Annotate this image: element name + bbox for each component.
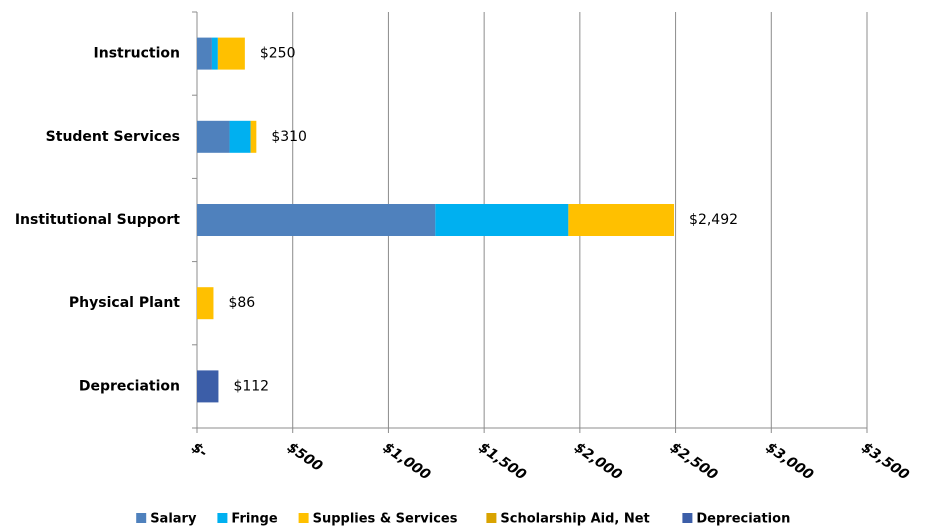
- x-tick-label: $1,000: [380, 439, 434, 483]
- legend-label: Supplies & Services: [313, 512, 458, 527]
- x-tick-label: $3,500: [858, 439, 912, 483]
- bar-segment: [435, 204, 569, 236]
- bar-segment: [197, 370, 219, 403]
- total-label: $250: [260, 46, 296, 62]
- legend-label: Fringe: [231, 512, 277, 527]
- legend-label: Salary: [150, 512, 197, 527]
- bar-segment: [211, 37, 218, 70]
- legend-swatch: [298, 513, 309, 523]
- legend-label: Depreciation: [696, 512, 790, 527]
- legend-swatch: [682, 513, 693, 523]
- x-tick-label: $500: [284, 439, 325, 475]
- y-tick-label: Physical Plant: [69, 295, 180, 311]
- bar-segment: [568, 204, 675, 236]
- y-tick-label: Student Services: [46, 129, 180, 145]
- bar-segment: [229, 120, 251, 153]
- legend-swatch: [217, 513, 228, 523]
- y-tick-label: Institutional Support: [15, 212, 180, 228]
- y-tick-label: Depreciation: [79, 378, 180, 394]
- bar-segment: [197, 37, 212, 70]
- total-label: $2,492: [689, 212, 738, 228]
- legend-swatch: [136, 513, 147, 523]
- x-tick-label: $2,000: [571, 439, 625, 483]
- legend-label: Scholarship Aid, Net: [500, 512, 649, 527]
- total-label: $112: [233, 378, 269, 394]
- total-label: $310: [271, 129, 307, 145]
- bar-segment: [197, 120, 230, 153]
- bar-segment: [250, 120, 257, 153]
- bar-segment: [197, 287, 214, 320]
- total-label: $86: [228, 295, 255, 311]
- x-tick-label: $3,000: [763, 439, 817, 483]
- x-tick-label: $2,500: [667, 439, 721, 483]
- bar-segment: [197, 204, 436, 236]
- bar-segment: [217, 37, 245, 70]
- legend-swatch: [486, 513, 497, 523]
- x-tick-label: $1,500: [476, 439, 530, 483]
- y-tick-label: Instruction: [94, 46, 180, 62]
- x-tick-label: $-: [188, 439, 210, 461]
